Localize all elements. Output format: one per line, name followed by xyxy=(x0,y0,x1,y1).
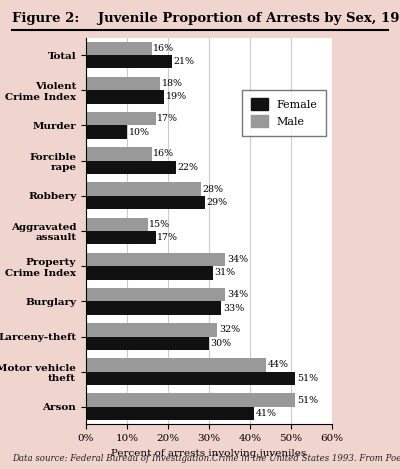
Text: 19%: 19% xyxy=(166,92,187,101)
Text: 21%: 21% xyxy=(174,57,195,66)
Text: 15%: 15% xyxy=(149,220,170,229)
Bar xyxy=(86,372,295,385)
Text: 31%: 31% xyxy=(215,268,236,277)
Text: 28%: 28% xyxy=(202,185,224,194)
Bar xyxy=(86,196,205,209)
Text: 17%: 17% xyxy=(157,114,178,123)
Bar xyxy=(86,126,127,139)
Bar xyxy=(86,231,156,244)
Text: 18%: 18% xyxy=(162,79,182,88)
Text: 51%: 51% xyxy=(297,374,318,383)
Bar xyxy=(86,336,209,350)
Bar xyxy=(86,91,164,104)
Bar xyxy=(86,42,152,55)
Text: 32%: 32% xyxy=(219,325,240,334)
Bar xyxy=(86,302,221,315)
Bar xyxy=(86,55,172,68)
Text: 10%: 10% xyxy=(129,128,150,136)
Bar xyxy=(86,112,156,125)
Text: 33%: 33% xyxy=(223,303,244,312)
Text: 22%: 22% xyxy=(178,163,199,172)
Text: 17%: 17% xyxy=(157,233,178,242)
Bar xyxy=(86,253,226,266)
Bar xyxy=(86,288,226,301)
Bar xyxy=(86,77,160,90)
Text: 34%: 34% xyxy=(227,255,248,264)
Bar xyxy=(86,323,217,337)
Legend: Female, Male: Female, Male xyxy=(242,90,326,136)
Text: Figure 2:    Juvenile Proportion of Arrests by Sex, 1993: Figure 2: Juvenile Proportion of Arrests… xyxy=(12,12,400,25)
Text: 16%: 16% xyxy=(153,44,174,53)
Bar xyxy=(86,218,148,231)
Bar xyxy=(86,182,201,196)
Text: 51%: 51% xyxy=(297,396,318,405)
Bar xyxy=(86,358,266,372)
Bar xyxy=(86,407,254,420)
X-axis label: Percent of arrests involving juveniles: Percent of arrests involving juveniles xyxy=(111,449,307,458)
Text: 16%: 16% xyxy=(153,150,174,159)
Text: 34%: 34% xyxy=(227,290,248,299)
Bar xyxy=(86,266,213,280)
Bar xyxy=(86,160,176,174)
Text: 30%: 30% xyxy=(211,339,232,348)
Text: 29%: 29% xyxy=(206,198,228,207)
Text: Data source: Federal Bureau of Investigation.Crime in the United States 1993. Fr: Data source: Federal Bureau of Investiga… xyxy=(12,454,400,463)
Text: 41%: 41% xyxy=(256,409,277,418)
Bar xyxy=(86,147,152,160)
Bar xyxy=(86,393,295,407)
Text: 44%: 44% xyxy=(268,361,289,370)
